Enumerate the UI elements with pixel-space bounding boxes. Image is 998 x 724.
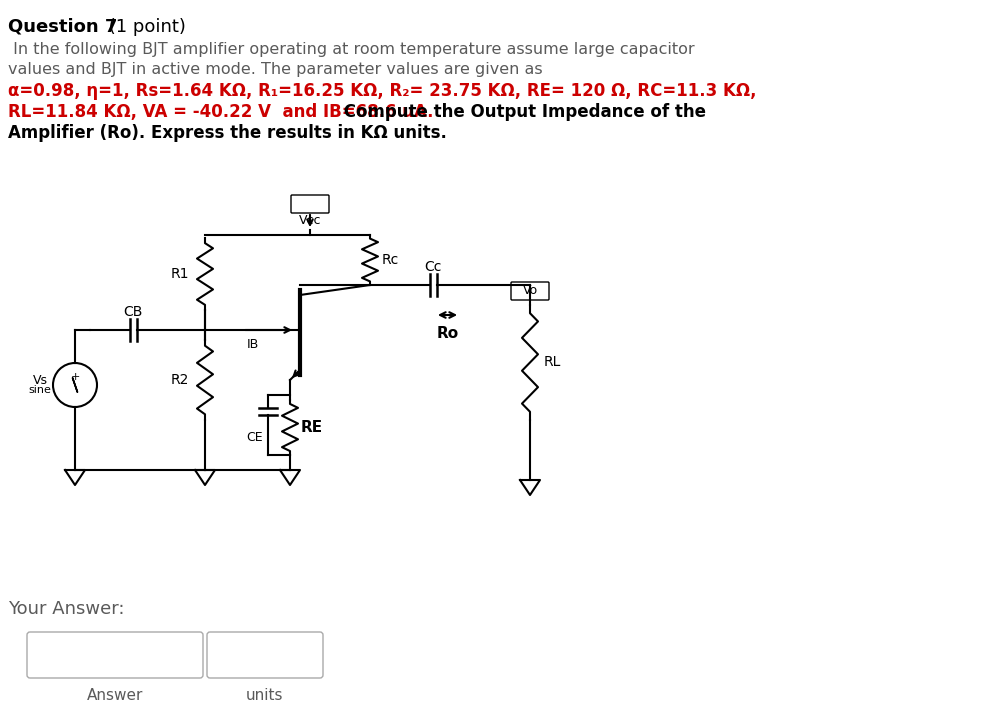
Text: +: +	[70, 372, 80, 382]
Text: R1: R1	[171, 267, 190, 281]
FancyBboxPatch shape	[207, 632, 323, 678]
Text: CB: CB	[124, 305, 143, 319]
Text: Your Answer:: Your Answer:	[8, 600, 125, 618]
Text: Vs: Vs	[33, 374, 48, 387]
Text: RL=11.84 KΩ, VA = -40.22 V  and IB=68.6 uA.: RL=11.84 KΩ, VA = -40.22 V and IB=68.6 u…	[8, 103, 433, 121]
Text: CE: CE	[247, 431, 263, 444]
Text: In the following BJT amplifier operating at room temperature assume large capaci: In the following BJT amplifier operating…	[8, 42, 695, 57]
Text: α=0.98, η=1, Rs=1.64 KΩ, R₁=16.25 KΩ, R₂= 23.75 KΩ, RE= 120 Ω, RC=11.3 KΩ,: α=0.98, η=1, Rs=1.64 KΩ, R₁=16.25 KΩ, R₂…	[8, 82, 756, 100]
Text: values and BJT in active mode. The parameter values are given as: values and BJT in active mode. The param…	[8, 62, 543, 77]
Text: R2: R2	[171, 373, 190, 387]
Text: Ro: Ro	[437, 326, 459, 340]
Text: Question 7: Question 7	[8, 18, 118, 36]
Text: RE: RE	[301, 420, 323, 435]
Text: Rc: Rc	[381, 253, 398, 267]
Text: RL: RL	[543, 355, 561, 369]
Text: (1 point): (1 point)	[103, 18, 186, 36]
Text: Cc: Cc	[424, 260, 442, 274]
Text: IB: IB	[247, 339, 258, 351]
Text: sine: sine	[29, 385, 52, 395]
Text: Vo: Vo	[522, 285, 538, 298]
Text: units: units	[247, 688, 283, 702]
Text: Amplifier (Ro). Express the results in KΩ units.: Amplifier (Ro). Express the results in K…	[8, 124, 447, 142]
FancyBboxPatch shape	[511, 282, 549, 300]
Text: Answer: Answer	[87, 688, 143, 702]
Text: Vcc: Vcc	[298, 214, 321, 227]
FancyBboxPatch shape	[291, 195, 329, 213]
FancyBboxPatch shape	[27, 632, 203, 678]
Text: Compute the Output Impedance of the: Compute the Output Impedance of the	[338, 103, 706, 121]
